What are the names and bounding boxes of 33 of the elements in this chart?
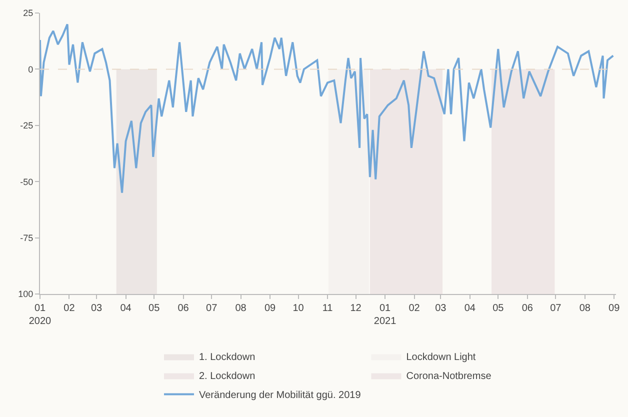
line-series: [40, 23, 614, 194]
x-tick-label: 01 2021: [374, 303, 397, 327]
x-tick-label: 07: [206, 303, 218, 314]
y-tick-label: -50: [20, 176, 34, 187]
legend-label: 2. Lockdown: [199, 371, 256, 382]
legend-label: Veränderung der Mobilität ggü. 2019: [199, 390, 362, 402]
x-tick-label: 06: [178, 303, 190, 314]
legend-label: 1. Lockdown: [199, 352, 256, 364]
x-tick-label: 04: [120, 303, 132, 314]
x-tick-label: 03: [90, 303, 103, 314]
x-tick-label: 02: [408, 303, 420, 314]
x-tick-label: 05: [148, 303, 160, 314]
x-tick-label: 05: [492, 303, 504, 314]
legend-label: Corona-Notbremse: [406, 371, 492, 382]
y-tick-label: 0: [28, 64, 34, 74]
y-tick-label: 100: [18, 289, 34, 300]
x-tick-label: 07: [550, 303, 562, 314]
x-tick-label: 12: [350, 303, 362, 314]
legend-label: Lockdown Light: [406, 352, 476, 364]
x-tick-label: 09: [264, 303, 276, 314]
y-tick-label: 25: [23, 8, 34, 18]
x-tick-label: 08: [235, 303, 247, 314]
x-tick-label: 10: [292, 303, 304, 314]
x-tick-label: 01 2020: [28, 303, 52, 327]
x-tick-label: 11: [322, 303, 334, 314]
x-tick-label: 02: [64, 303, 76, 314]
x-tick-label: 03: [435, 303, 447, 314]
x-tick-label: 06: [522, 303, 534, 314]
y-tick-label: -25: [20, 120, 34, 131]
x-tick-label: 08: [579, 303, 591, 314]
x-tick-label: 04: [464, 303, 476, 314]
y-tick-label: -75: [20, 232, 34, 243]
x-tick-label: 09: [608, 303, 620, 314]
